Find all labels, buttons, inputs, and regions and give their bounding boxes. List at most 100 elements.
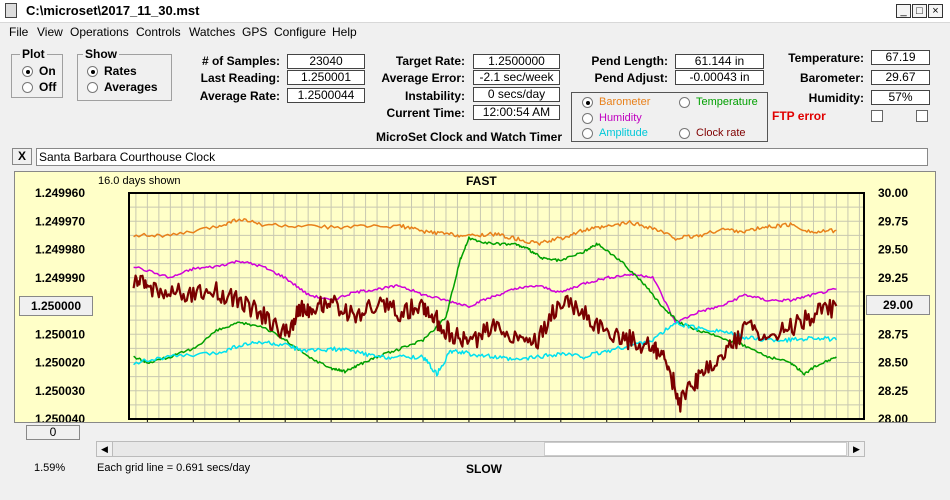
chart-svg: 1.249960 1.249970 1.249980 1.249990 1.250010… bbox=[35, 186, 908, 422]
fast-label: FAST bbox=[466, 174, 497, 188]
average-error-field: -2.1 sec/week bbox=[473, 70, 560, 85]
plot-off-radio[interactable] bbox=[22, 82, 33, 93]
plot-frame bbox=[128, 192, 865, 420]
app-icon bbox=[5, 3, 17, 18]
scroll-right-icon[interactable]: ▶ bbox=[848, 442, 864, 456]
pend-length-label: Pend Length: bbox=[591, 54, 668, 68]
instability-field: 0 secs/day bbox=[473, 87, 560, 102]
title-bar: C:\microset\2017_11_30.mst _ □ × bbox=[0, 0, 950, 23]
left-tick-label: 1.249960 bbox=[35, 186, 85, 200]
right-tick-label: 28.25 bbox=[878, 384, 908, 398]
scroll-left-icon[interactable]: ◀ bbox=[97, 442, 113, 456]
maximize-button[interactable]: □ bbox=[912, 4, 927, 18]
temperature-field: 67.19 bbox=[871, 50, 930, 65]
app-caption: MicroSet Clock and Watch Timer bbox=[375, 130, 562, 144]
temperature-label: Temperature: bbox=[788, 51, 864, 65]
ftp-error-label: FTP error bbox=[772, 109, 826, 123]
right-tick-label: 29.75 bbox=[878, 214, 908, 228]
plot-off-label: Off bbox=[39, 80, 57, 94]
plot-group: Plot On Off bbox=[11, 47, 63, 98]
target-rate-field[interactable]: 1.2500000 bbox=[473, 54, 560, 69]
amplitude-option-label: Amplitude bbox=[599, 127, 648, 139]
clock-rate-option-label: Clock rate bbox=[696, 127, 746, 139]
humidity-radio[interactable] bbox=[582, 113, 593, 124]
menu-configure[interactable]: Configure bbox=[274, 25, 327, 39]
days-shown-label: 16.0 days shown bbox=[98, 175, 181, 187]
left-tick-label: 1.250030 bbox=[35, 384, 85, 398]
scroll-zero-button[interactable]: 0 bbox=[26, 425, 80, 440]
clock-rate-radio[interactable] bbox=[679, 128, 690, 139]
plot-on-radio[interactable] bbox=[22, 66, 33, 77]
horizontal-scrollbar[interactable]: ◀ ▶ bbox=[96, 441, 865, 457]
left-tick-label: 1.250010 bbox=[35, 327, 85, 341]
series-temperature bbox=[133, 236, 837, 376]
window-title: C:\microset\2017_11_30.mst bbox=[26, 3, 200, 18]
menu-controls[interactable]: Controls bbox=[136, 25, 181, 39]
amplitude-radio[interactable] bbox=[582, 128, 593, 139]
samples-label: # of Samples: bbox=[201, 54, 280, 68]
menu-operations[interactable]: Operations bbox=[70, 25, 129, 39]
plot-group-title: Plot bbox=[20, 47, 47, 61]
temperature-radio[interactable] bbox=[679, 97, 690, 108]
close-button[interactable]: × bbox=[928, 4, 943, 18]
center-overlay-button[interactable]: 29.00 bbox=[866, 295, 930, 315]
chart-panel: 1.249960 1.249970 1.249980 1.249990 1.250010… bbox=[14, 171, 936, 423]
right-tick-label: 28.00 bbox=[878, 412, 908, 422]
last-reading-label: Last Reading: bbox=[200, 71, 280, 85]
average-rate-field: 1.2500044 bbox=[287, 88, 365, 103]
ftp-checkbox-2[interactable] bbox=[916, 110, 928, 122]
barometer-option-label: Barometer bbox=[599, 96, 651, 108]
pend-length-field[interactable]: 61.144 in bbox=[675, 54, 764, 69]
series-amplitude bbox=[133, 320, 838, 377]
humidity-field: 57% bbox=[871, 90, 930, 105]
minimize-button[interactable]: _ bbox=[896, 4, 911, 18]
humidity-label: Humidity: bbox=[808, 91, 864, 105]
show-averages-radio[interactable] bbox=[87, 82, 98, 93]
center-rate-button[interactable]: 1.250000 bbox=[19, 296, 93, 316]
slow-label: SLOW bbox=[466, 462, 502, 476]
percent-label: 1.59% bbox=[34, 462, 66, 474]
scroll-thumb[interactable] bbox=[544, 442, 847, 456]
series-clock-rate bbox=[132, 274, 838, 413]
instability-label: Instability: bbox=[404, 89, 465, 103]
pend-adjust-field: -0.00043 in bbox=[675, 70, 764, 85]
left-tick-label: 1.250040 bbox=[35, 412, 85, 422]
last-reading-field: 1.250001 bbox=[287, 70, 365, 85]
pend-adjust-label: Pend Adjust: bbox=[594, 71, 668, 85]
menu-bar: File View Operations Controls Watches GP… bbox=[0, 23, 950, 41]
current-time-field: 12:00:54 AM bbox=[473, 105, 560, 120]
left-tick-label: 1.249970 bbox=[35, 214, 85, 228]
right-tick-label: 29.50 bbox=[878, 243, 908, 257]
barometer-label: Barometer: bbox=[799, 71, 864, 85]
series-humidity bbox=[133, 259, 837, 325]
average-rate-label: Average Rate: bbox=[199, 89, 280, 103]
overlay-selector: Barometer Temperature Humidity Amplitude… bbox=[571, 92, 768, 142]
ftp-checkbox-1[interactable] bbox=[871, 110, 883, 122]
barometer-field: 29.67 bbox=[871, 70, 930, 85]
current-time-label: Current Time: bbox=[386, 106, 465, 120]
right-tick-label: 30.00 bbox=[878, 186, 908, 200]
menu-help[interactable]: Help bbox=[332, 25, 357, 39]
samples-field: 23040 bbox=[287, 54, 365, 69]
grid-note-label: Each grid line = 0.691 secs/day bbox=[97, 462, 251, 474]
temperature-option-label: Temperature bbox=[696, 96, 758, 108]
left-tick-label: 1.250020 bbox=[35, 356, 85, 370]
series-barometer bbox=[133, 218, 837, 246]
left-tick-label: 1.249980 bbox=[35, 243, 85, 257]
show-rates-radio[interactable] bbox=[87, 66, 98, 77]
show-group: Show Rates Averages bbox=[77, 47, 172, 101]
humidity-option-label: Humidity bbox=[599, 112, 642, 124]
close-watch-button[interactable]: X bbox=[12, 148, 32, 165]
barometer-radio[interactable] bbox=[582, 97, 593, 108]
menu-view[interactable]: View bbox=[37, 25, 63, 39]
menu-gps[interactable]: GPS bbox=[242, 25, 268, 39]
right-tick-label: 28.50 bbox=[878, 356, 908, 370]
left-tick-label: 1.249990 bbox=[35, 271, 85, 285]
right-tick-label: 29.25 bbox=[878, 271, 908, 285]
right-tick-label: 28.75 bbox=[878, 327, 908, 341]
menu-watches[interactable]: Watches bbox=[189, 25, 236, 39]
show-group-title: Show bbox=[83, 47, 119, 61]
show-rates-label: Rates bbox=[104, 64, 137, 78]
menu-file[interactable]: File bbox=[9, 25, 29, 39]
watch-name-field[interactable]: Santa Barbara Courthouse Clock bbox=[36, 148, 928, 166]
